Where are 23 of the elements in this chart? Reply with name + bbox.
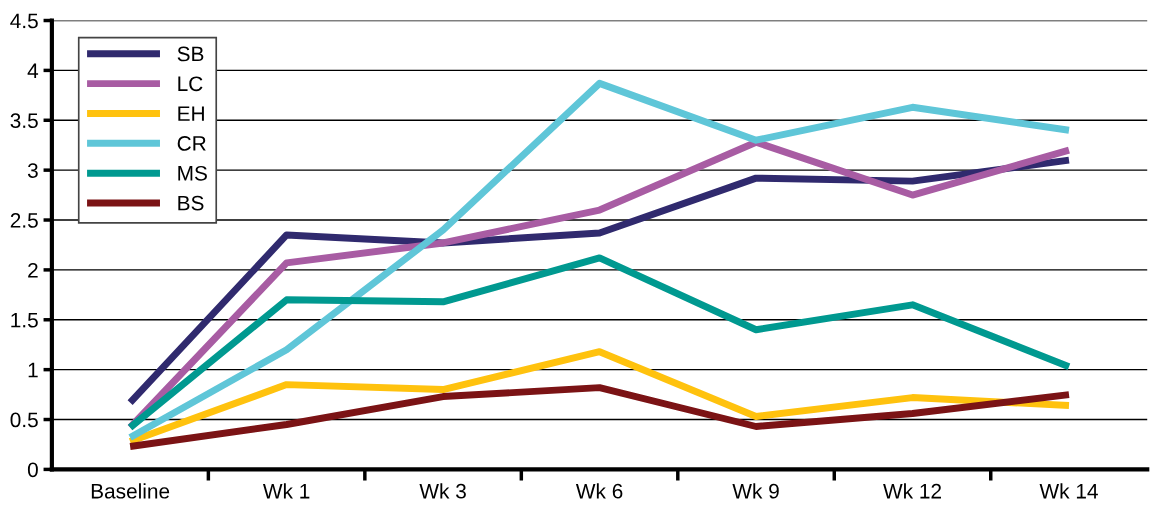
- x-tick-label: Wk 14: [1039, 483, 1098, 499]
- y-tick-label: 2: [28, 262, 38, 278]
- legend-label: CR: [177, 136, 206, 151]
- x-tick-label: Wk 3: [419, 483, 466, 499]
- legend-label: LC: [178, 76, 203, 92]
- y-tick-label: 4.5: [10, 13, 38, 29]
- y-tick-label: 2.5: [10, 213, 38, 228]
- legend-label: EH: [178, 106, 204, 121]
- x-tick-label: Baseline: [91, 483, 170, 499]
- y-tick-label: 1.5: [11, 312, 38, 328]
- legend-label: MS: [178, 165, 207, 181]
- legend-label: BS: [178, 195, 204, 211]
- y-tick-label: 1: [28, 362, 38, 378]
- x-tick-label: Wk 12: [883, 483, 941, 499]
- y-tick-label: 3.5: [10, 113, 38, 129]
- y-tick-label: 4: [27, 63, 39, 78]
- x-tick-label: Wk 6: [575, 483, 623, 499]
- y-tick-label: 3: [27, 163, 38, 178]
- legend-label: SB: [177, 46, 204, 62]
- y-tick-label: 0: [27, 462, 38, 478]
- x-tick-label: Wk 1: [262, 483, 310, 499]
- y-tick-label: 0.5: [10, 412, 38, 428]
- x-tick-label: Wk 9: [732, 483, 779, 499]
